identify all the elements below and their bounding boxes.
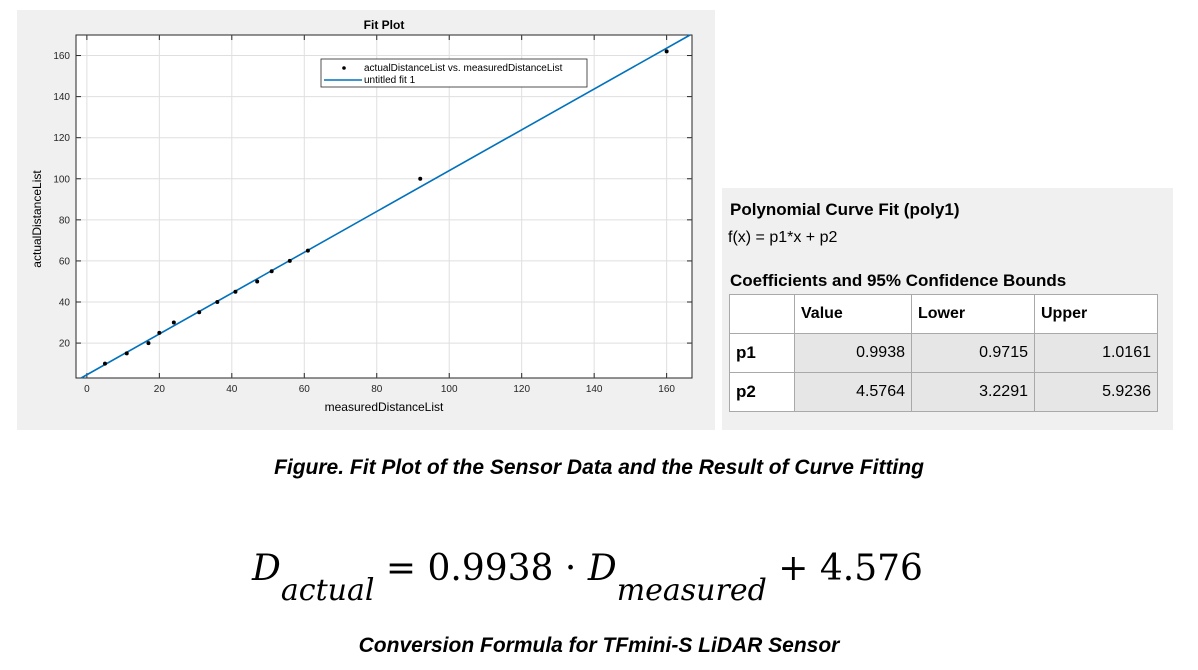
cell-value: 4.5764 bbox=[794, 372, 912, 412]
equation-plus: + bbox=[778, 548, 809, 589]
equation-lhs-subscript: actual bbox=[280, 573, 375, 608]
y-tick-label: 20 bbox=[59, 339, 71, 350]
cell-lower: 0.9715 bbox=[911, 333, 1035, 373]
equation-coefficient: 0.9938 bbox=[427, 548, 554, 589]
row-name-p2: p2 bbox=[729, 372, 795, 412]
equation-equals: = bbox=[385, 548, 417, 589]
x-tick-label: 140 bbox=[586, 384, 603, 395]
x-tick-label: 20 bbox=[154, 384, 166, 395]
confidence-bounds-title: Coefficients and 95% Confidence Bounds bbox=[730, 271, 1067, 290]
data-point bbox=[664, 49, 669, 54]
cell-lower: 3.2291 bbox=[911, 372, 1035, 412]
x-tick-label: 160 bbox=[658, 384, 675, 395]
legend-point-marker bbox=[342, 66, 346, 70]
data-point bbox=[418, 176, 423, 181]
row-name-p1: p1 bbox=[729, 333, 795, 373]
x-tick-label: 100 bbox=[441, 384, 458, 395]
legend-box bbox=[320, 58, 588, 88]
fit-plot-chart: 0 20 40 60 80 100 120 140 160 20 40 60 80 100 120 140 16… bbox=[30, 18, 693, 414]
fit-type-title: Polynomial Curve Fit (poly1) bbox=[730, 200, 960, 219]
table-header-lower: Lower bbox=[911, 294, 1035, 334]
y-tick-label: 160 bbox=[53, 51, 70, 62]
y-tick-label: 100 bbox=[53, 174, 70, 185]
table-header-upper: Upper bbox=[1034, 294, 1158, 334]
fit-line bbox=[80, 34, 691, 379]
legend: actualDistanceList vs. measuredDistanceL… bbox=[320, 58, 588, 88]
cell-value: 0.9938 bbox=[794, 333, 912, 373]
equation-rhs-variable: D bbox=[587, 548, 617, 589]
chart-title: Fit Plot bbox=[364, 18, 405, 32]
data-point bbox=[124, 351, 129, 356]
y-axis-label: actualDistanceList bbox=[30, 170, 44, 268]
equation-dot: · bbox=[564, 548, 577, 589]
y-tick-label: 40 bbox=[59, 298, 71, 309]
data-point bbox=[197, 310, 202, 315]
data-point bbox=[102, 361, 107, 366]
data-point bbox=[146, 341, 151, 346]
x-axis-label: measuredDistanceList bbox=[325, 400, 444, 414]
data-point bbox=[171, 320, 176, 325]
x-tick-label: 60 bbox=[299, 384, 311, 395]
data-point bbox=[233, 289, 238, 294]
data-point bbox=[255, 279, 260, 284]
cell-upper: 1.0161 bbox=[1034, 333, 1158, 373]
x-tick-label: 40 bbox=[226, 384, 238, 395]
fit-plot-panel: 0 20 40 60 80 100 120 140 160 20 40 60 80 100 120 140 16… bbox=[17, 10, 715, 430]
table-header-row: Value Lower Upper bbox=[729, 294, 1158, 334]
fit-formula: f(x) = p1*x + p2 bbox=[728, 229, 838, 246]
data-point bbox=[157, 330, 162, 335]
y-tick-label: 120 bbox=[53, 133, 70, 144]
table-row: p1 0.9938 0.9715 1.0161 bbox=[729, 333, 1158, 373]
y-tick-label: 80 bbox=[59, 215, 71, 226]
y-tick-label: 140 bbox=[53, 92, 70, 103]
equation-rhs-subscript: measured bbox=[616, 573, 767, 608]
table-row: p2 4.5764 3.2291 5.9236 bbox=[729, 372, 1158, 412]
equation-lhs-variable: D bbox=[252, 548, 281, 589]
equation-constant: 4.576 bbox=[819, 548, 923, 589]
cell-upper: 5.9236 bbox=[1034, 372, 1158, 412]
figure-caption: Figure. Fit Plot of the Sensor Data and … bbox=[274, 456, 924, 479]
legend-label-points: actualDistanceList vs. measuredDistanceL… bbox=[364, 63, 563, 74]
curve-fit-results-panel: Polynomial Curve Fit (poly1) f(x) = p1*x… bbox=[722, 188, 1173, 430]
data-point bbox=[269, 269, 274, 274]
table-header-empty bbox=[729, 294, 795, 334]
x-tick-label: 0 bbox=[84, 384, 90, 395]
data-point bbox=[215, 300, 220, 305]
conversion-equation: Dactual = 0.9938 · Dmeasured + 4.576 bbox=[252, 548, 1012, 618]
table-header-value: Value bbox=[794, 294, 912, 334]
formula-caption: Conversion Formula for TFmini-S LiDAR Se… bbox=[358, 634, 840, 657]
x-tick-label: 120 bbox=[513, 384, 530, 395]
data-point bbox=[287, 258, 292, 263]
x-tick-label: 80 bbox=[371, 384, 383, 395]
data-point bbox=[305, 248, 310, 253]
legend-label-fit: untitled fit 1 bbox=[364, 75, 416, 86]
coefficients-table: Value Lower Upper p1 0.9938 0.9715 1.016… bbox=[729, 294, 1158, 412]
y-tick-label: 60 bbox=[59, 256, 71, 267]
